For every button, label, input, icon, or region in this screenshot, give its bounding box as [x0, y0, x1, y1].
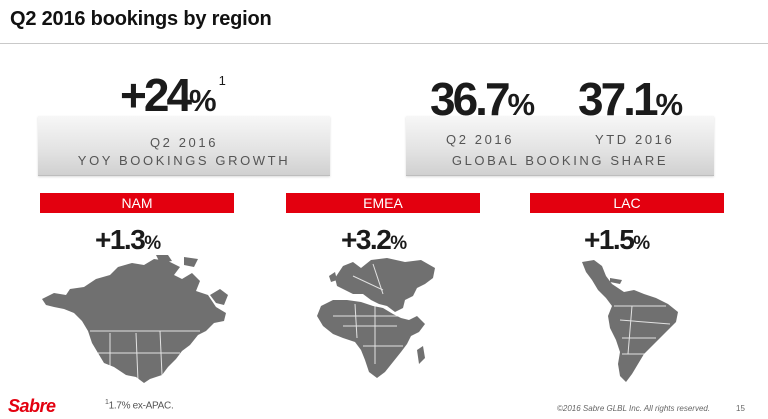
region-unit-lac: %	[633, 233, 651, 254]
slide-title: Q2 2016 bookings by region	[10, 8, 272, 30]
q2-share-number: 36.7	[430, 73, 511, 125]
yoy-growth-unit: %	[189, 83, 217, 118]
region-header-nam: NAM	[40, 193, 234, 213]
region-value-lac: +1.5%	[584, 226, 650, 254]
region-value-emea: +3.2%	[341, 226, 407, 254]
region-number-nam: +1.3	[95, 224, 146, 255]
yoy-growth-number: +24	[120, 69, 192, 121]
q2-share-label: Q2 2016	[446, 132, 515, 147]
region-number-emea: +3.2	[341, 224, 392, 255]
north-america-map-icon	[42, 255, 228, 383]
latin-america-map-icon	[582, 260, 678, 382]
region-value-nam: +1.3%	[95, 226, 161, 254]
region-header-emea: EMEA	[286, 193, 480, 213]
ytd-share-number: 37.1	[578, 73, 659, 125]
footnote-text: 1.7% ex-APAC.	[108, 400, 174, 412]
ytd-share-unit: %	[655, 87, 684, 122]
europe-middle-east-africa-map-icon	[317, 258, 435, 378]
footnote-marker: 1	[105, 399, 109, 406]
region-unit-emea: %	[390, 233, 408, 254]
footnote: 11.7% ex-APAC.	[105, 399, 174, 412]
copyright-notice: ©2016 Sabre GLBL Inc. All rights reserve…	[557, 404, 711, 413]
page-number: 15	[736, 404, 745, 413]
region-unit-nam: %	[144, 233, 162, 254]
booking-share-caption: GLOBAL BOOKING SHARE	[451, 153, 669, 168]
booking-share-panel	[406, 116, 714, 176]
sabre-logo: Sabre	[8, 396, 56, 416]
ytd-share-label: YTD 2016	[595, 132, 675, 147]
yoy-caption: YOY BOOKINGS GROWTH	[77, 153, 291, 168]
region-header-lac: LAC	[530, 193, 724, 213]
q2-share-unit: %	[507, 87, 536, 122]
yoy-growth-value: +24%1	[120, 72, 226, 118]
yoy-growth-panel	[38, 116, 330, 176]
title-divider	[0, 43, 768, 44]
q2-share-value: 36.7%	[430, 76, 535, 122]
ytd-share-value: 37.1%	[578, 76, 683, 122]
region-number-lac: +1.5	[584, 224, 635, 255]
yoy-period-label: Q2 2016	[149, 135, 219, 150]
yoy-footnote-marker: 1	[218, 73, 226, 88]
